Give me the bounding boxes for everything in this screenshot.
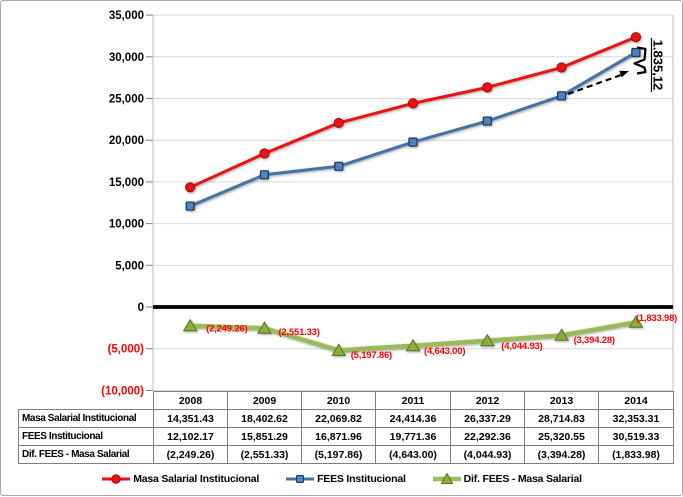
y-axis-tick-label: 15,000 [109,177,144,189]
data-table: 2008 2009 2010 2011 2012 2013 2014 Masa Salaria… [18,391,674,464]
triangle-marker [257,321,272,334]
square-marker [482,116,492,126]
triangle-marker [331,343,347,356]
year-column-header: 2012 [450,391,525,410]
triangle-marker [479,333,495,347]
triangle-marker [628,315,644,328]
value-cell: (4,643.00) [375,445,451,464]
table-row: Dif. FEES - Masa Salarial (2,249.26) (2,55… [18,445,674,464]
square-marker [408,137,418,147]
circle-marker [630,32,641,43]
value-cell: 22,069.82 [301,409,376,428]
y-axis-tick-label: 5,000 [115,260,144,272]
square-marker [334,161,344,171]
legend-item-triangle: Dif. FEES - Masa Salarial [432,473,582,485]
table-row: FEES Institucional 12,102.17 15,851.29 16,8… [18,427,674,446]
y-axis-tick-label: (5,000) [108,344,145,356]
square-marker [185,201,195,211]
series-line [188,50,638,208]
chart-legend: Masa Salarial Institucional FEES Instituc… [1,470,682,488]
series-circle [185,32,641,193]
value-cell: 25,320.55 [524,427,599,446]
year-column-header: 2014 [598,391,674,410]
triangle-marker [554,328,569,341]
year-column-header: 2013 [524,391,599,410]
value-cell: 26,337.29 [450,409,525,428]
data-label: (5,197.86) [351,350,392,361]
circle-marker [407,98,419,109]
circle-marker [482,82,493,93]
data-label: (4,044.93) [501,341,542,352]
triangle-marker [405,338,421,352]
legend-label: Masa Salarial Institucional [133,473,260,485]
data-label: (1,833.98) [636,313,677,324]
table-row: Masa Salarial Institucional 14,351.43 18,4… [18,409,674,428]
year-column-header: 2011 [375,391,451,410]
value-cell: (5,197.86) [301,445,376,464]
value-cell: 24,414.36 [375,409,451,428]
y-axis-tick-label: 10,000 [109,219,144,231]
value-cell: 15,851.29 [227,427,302,446]
circle-marker [556,62,567,73]
difference-annotation: 1.835,12 [567,38,666,96]
circle-marker [185,182,196,193]
legend-label: Dif. FEES - Masa Salarial [463,473,582,485]
y-axis-tick-label: (10,000) [101,385,144,397]
value-cell: 32,353.31 [598,409,674,428]
value-cell: 12,102.17 [153,427,228,446]
square-marker [631,47,641,58]
value-cell: 28,714.83 [524,409,599,428]
value-cell: (2,551.33) [227,445,302,464]
y-axis-tick-label: 35,000 [109,10,144,22]
data-label: (2,551.33) [278,327,319,338]
value-cell: 30,519.33 [598,427,674,446]
series-line [188,35,638,189]
legend-square-marker-icon [286,475,315,483]
data-label: (2,249.26) [206,323,247,334]
value-cell: (1,833.98) [598,445,674,464]
brace-bracket [633,46,647,75]
y-axis-tick-label: 25,000 [109,94,144,106]
series-square [185,47,641,211]
series-triangle [182,315,644,356]
legend-item-square: FEES Institucional [285,473,406,485]
value-cell: 14,351.43 [153,409,228,428]
table-corner-cell [19,392,154,410]
data-label: (4,643.00) [424,346,465,357]
value-cell: 18,402.62 [227,409,302,428]
value-cell: 19,771.36 [375,427,451,446]
arrowhead [619,70,629,78]
value-cell: 16,871.96 [301,427,376,446]
legend-item-circle: Masa Salarial Institucional [101,473,259,485]
year-column-header: 2008 [153,391,228,410]
circle-marker [333,117,344,129]
y-axis-tick-label: 20,000 [109,135,144,147]
row-label: Dif. FEES - Masa Salarial [18,445,154,464]
legend-circle-marker-icon [102,474,131,484]
row-label: Masa Salarial Institucional [18,409,154,428]
triangle-marker [182,318,198,332]
annotation-value: 1.835,12 [651,40,666,91]
circle-marker [259,148,270,159]
value-cell: (2,249.26) [153,445,228,464]
year-column-header: 2010 [301,391,376,410]
row-label: FEES Institucional [18,427,154,446]
value-cell: (4,044.93) [450,445,525,464]
square-marker [556,91,567,101]
y-axis-tick-label: 30,000 [109,52,144,64]
legend-label: FEES Institucional [317,473,406,485]
data-label: (3,394.28) [574,335,615,346]
value-cell: 22,292.36 [450,427,525,446]
value-cell: (3,394.28) [524,445,599,464]
square-marker [259,170,270,180]
year-column-header: 2009 [227,391,302,410]
y-axis-tick-label: 0 [138,302,144,314]
legend-triangle-marker-icon [432,473,461,484]
